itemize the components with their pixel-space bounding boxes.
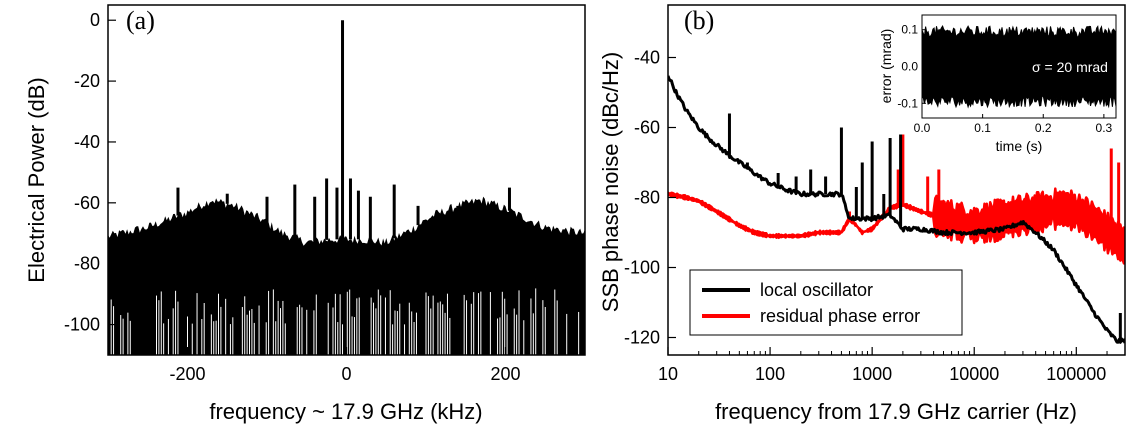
chart-b-plot-area (668, 75, 1125, 344)
inset-x-tick-label: 0.1 (974, 121, 991, 135)
chart-a-y-ticks: 0 -20 -40 -60 -80 -100 (64, 10, 116, 335)
chart-b-inset: 0.0 0.1 0.2 0.3 0.1 0.0 -0.1 σ = 20 mrad time… (878, 12, 1120, 154)
chart-b: 10 100 1000 10000 100000 -40 -60 -80 -100 -120 (… (598, 4, 1126, 424)
y-tick-label: -40 (634, 48, 660, 68)
inset-x-tick-label: 0.3 (1096, 121, 1113, 135)
y-tick-label: -20 (74, 71, 100, 91)
chart-b-y-axis-label: SSB phase noise (dBc/Hz) (598, 52, 623, 312)
x-tick-label: 100000 (1046, 364, 1106, 384)
chart-b-frame (667, 4, 1126, 356)
y-tick-label: -100 (624, 258, 660, 278)
inset-x-axis-label: time (s) (996, 138, 1043, 154)
y-tick-label: -80 (634, 188, 660, 208)
chart-a-plot-area (108, 20, 585, 355)
inset-y-tick-label: 0.1 (901, 23, 918, 37)
chart-b-legend: local oscillator residual phase error (689, 269, 963, 336)
noise-floor-area (108, 196, 585, 355)
chart-a-y-axis-label: Electrical Power (dB) (24, 77, 49, 282)
y-tick-label: -60 (634, 118, 660, 138)
y-tick-label: -40 (74, 132, 100, 152)
series-residual-phase-error (668, 187, 1125, 265)
x-tick-label: 10000 (949, 364, 999, 384)
inset-annotation: σ = 20 mrad (1032, 59, 1108, 75)
inset-y-axis-label: error (mrad) (878, 29, 894, 104)
x-tick-label: -200 (169, 364, 205, 384)
x-tick-label: 100 (755, 364, 785, 384)
chart-b-y-ticks: -40 -60 -80 -100 -120 (624, 48, 676, 348)
legend-label-local-oscillator: local oscillator (760, 280, 873, 300)
inset-y-tick-label: 0.0 (901, 60, 918, 74)
inset-x-tick-label: 0.0 (914, 121, 931, 135)
series-local-oscillator (668, 75, 1125, 344)
x-tick-label: 200 (490, 364, 520, 384)
y-tick-label: -60 (74, 193, 100, 213)
y-tick-label: 0 (90, 10, 100, 30)
inset-x-ticks: 0.0 0.1 0.2 0.3 (914, 114, 1113, 135)
inset-y-ticks: 0.1 0.0 -0.1 (897, 23, 926, 110)
y-tick-label: -120 (624, 328, 660, 348)
y-tick-label: -80 (74, 254, 100, 274)
x-tick-label: 10 (658, 364, 678, 384)
inset-y-tick-label: -0.1 (897, 96, 918, 110)
inset-x-tick-label: 0.2 (1035, 121, 1052, 135)
chart-a: -200 0 200 0 -20 -40 -60 -80 -100 (a) frequency… (24, 4, 586, 424)
chart-b-x-ticks: 10 100 1000 10000 100000 (658, 347, 1126, 384)
legend-frame (689, 269, 963, 336)
x-tick-label: 0 (341, 364, 351, 384)
chart-b-x-axis-label: frequency from 17.9 GHz carrier (Hz) (715, 399, 1077, 424)
chart-b-panel-label: (b) (684, 6, 714, 35)
chart-a-panel-label: (a) (126, 6, 155, 35)
legend-label-residual-phase-error: residual phase error (760, 306, 920, 326)
chart-a-x-ticks: -200 0 200 (169, 347, 521, 384)
chart-a-x-axis-label: frequency ~ 17.9 GHz (kHz) (209, 399, 482, 424)
y-tick-label: -100 (64, 315, 100, 335)
x-tick-label: 1000 (852, 364, 892, 384)
